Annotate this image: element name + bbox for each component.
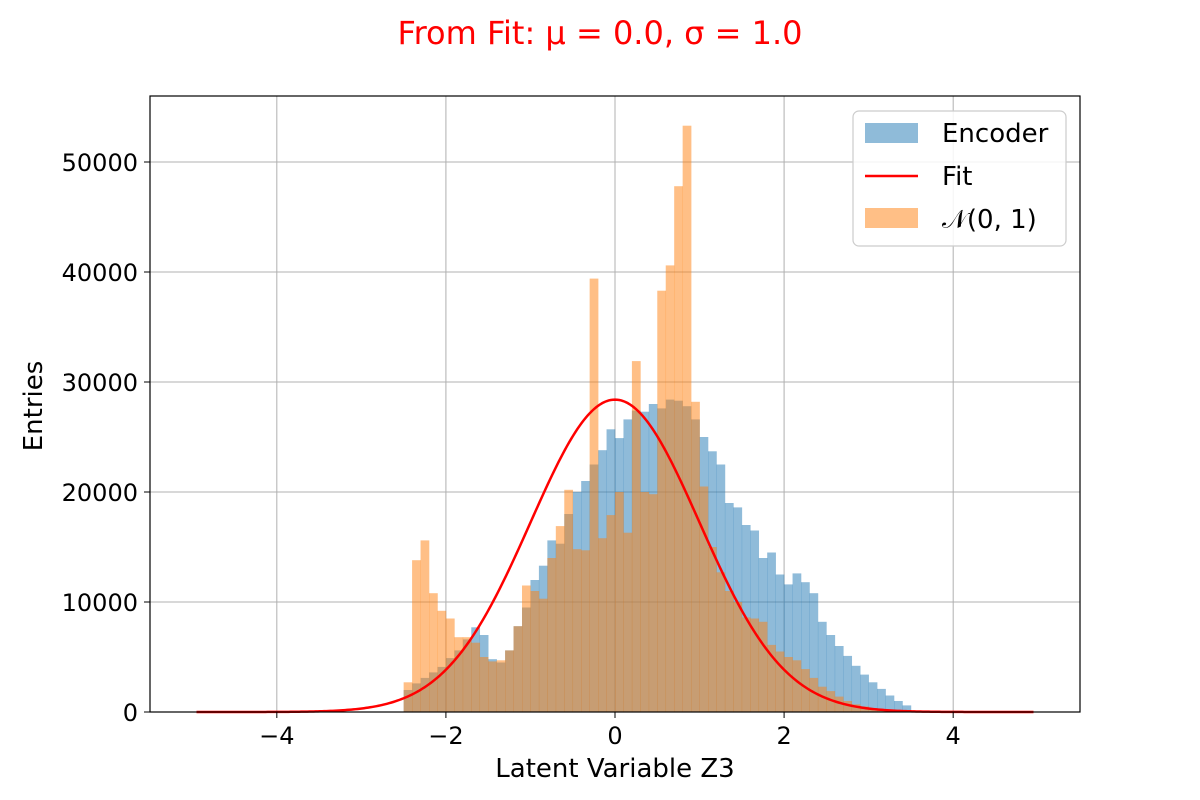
x-tick-label: 0 xyxy=(607,722,622,750)
x-axis-ticks: −4 −2 0 2 4 xyxy=(259,712,961,750)
normal-bar xyxy=(589,278,599,712)
x-axis-label: Latent Variable Z3 xyxy=(495,754,734,784)
x-tick-label: −4 xyxy=(259,722,294,750)
y-tick-label: 10000 xyxy=(62,589,138,617)
normal-bar xyxy=(733,602,743,712)
legend-swatch-encoder xyxy=(865,123,918,143)
normal-bar xyxy=(648,494,658,712)
y-tick-label: 50000 xyxy=(62,149,138,177)
normal-bar xyxy=(665,265,675,712)
normal-bar xyxy=(809,677,819,712)
normal-bar xyxy=(505,650,514,712)
normal-bar xyxy=(606,515,616,712)
y-axis-label: Entries xyxy=(19,361,49,452)
normal-bar xyxy=(420,540,430,712)
encoder-bar xyxy=(834,646,844,712)
y-tick-label: 40000 xyxy=(62,259,138,287)
legend: Encoder Fit 𝒩(0, 1) xyxy=(852,110,1067,247)
encoder-bar xyxy=(851,665,861,712)
y-tick-label: 20000 xyxy=(62,479,138,507)
normal-bar xyxy=(429,593,438,712)
y-tick-label: 30000 xyxy=(62,369,138,397)
normal-bar xyxy=(437,610,447,712)
normal-bar xyxy=(581,550,590,712)
chart-title: From Fit: μ = 0.0, σ = 1.0 xyxy=(398,14,803,52)
normal-bar xyxy=(699,486,709,712)
normal-bar xyxy=(462,637,472,712)
normal-bar xyxy=(615,492,624,712)
normal-bar xyxy=(716,572,726,712)
x-tick-label: 4 xyxy=(946,722,961,750)
normal-bar xyxy=(488,661,497,712)
normal-bar xyxy=(412,560,421,712)
normal-bar xyxy=(750,618,760,712)
legend-label-encoder: Encoder xyxy=(942,119,1049,149)
normal-bar xyxy=(640,492,650,712)
encoder-bar xyxy=(784,584,793,712)
normal-bar xyxy=(801,669,810,712)
encoder-bar xyxy=(809,593,819,712)
normal-bar xyxy=(826,691,836,712)
encoder-bar xyxy=(868,682,878,712)
encoder-bar xyxy=(792,573,802,712)
normal-bar xyxy=(623,532,633,712)
normal-bar xyxy=(724,591,734,712)
normal-bar xyxy=(555,526,565,712)
encoder-bar xyxy=(767,552,776,712)
normal-bar xyxy=(674,186,683,712)
encoder-bar xyxy=(902,705,912,712)
normal-bar xyxy=(708,547,717,712)
normal-bar xyxy=(479,657,489,712)
encoder-bar xyxy=(894,701,903,712)
encoder-bar xyxy=(843,655,853,712)
encoder-bar xyxy=(860,674,869,712)
normal-bar xyxy=(564,489,574,712)
normal-bar xyxy=(792,660,802,712)
normal-bar xyxy=(851,704,861,712)
normal-bar xyxy=(784,657,793,712)
encoder-bar xyxy=(801,582,810,712)
normal-bar xyxy=(530,591,540,712)
legend-label-normal: 𝒩(0, 1) xyxy=(942,205,1037,235)
normal-bar xyxy=(522,585,531,712)
fit-curve xyxy=(196,398,1034,714)
normal-bar xyxy=(598,538,607,712)
encoder-bar xyxy=(826,635,836,712)
normal-bar xyxy=(682,125,692,712)
normal-bar xyxy=(817,686,827,712)
normal-bar xyxy=(631,361,641,712)
y-axis-ticks: 0 10000 20000 30000 40000 50000 xyxy=(62,149,150,727)
x-tick-label: −2 xyxy=(428,722,463,750)
encoder-bar xyxy=(877,688,886,712)
normal-bar xyxy=(657,290,667,712)
encoder-bar xyxy=(817,621,827,712)
encoder-bar xyxy=(775,574,785,712)
normal-bar xyxy=(691,401,700,712)
normal-bar xyxy=(471,642,481,712)
y-tick-label: 0 xyxy=(123,699,138,727)
normal-bar xyxy=(454,637,464,712)
x-tick-label: 2 xyxy=(776,722,791,750)
normal-bar xyxy=(741,617,751,712)
normal-bar xyxy=(538,598,548,712)
normal-bar xyxy=(547,558,557,712)
normal-bar xyxy=(843,701,853,712)
encoder-bar xyxy=(885,695,895,712)
legend-swatch-normal xyxy=(865,208,918,228)
legend-label-fit: Fit xyxy=(942,162,972,192)
normal-bar xyxy=(834,696,844,712)
normal-bar xyxy=(513,626,523,712)
normal-bar xyxy=(572,549,582,712)
normal-bars xyxy=(403,125,912,712)
normal-bar xyxy=(767,644,776,712)
normal-bar xyxy=(496,660,506,712)
normal-bar xyxy=(775,651,785,712)
normal-bar xyxy=(758,621,768,712)
